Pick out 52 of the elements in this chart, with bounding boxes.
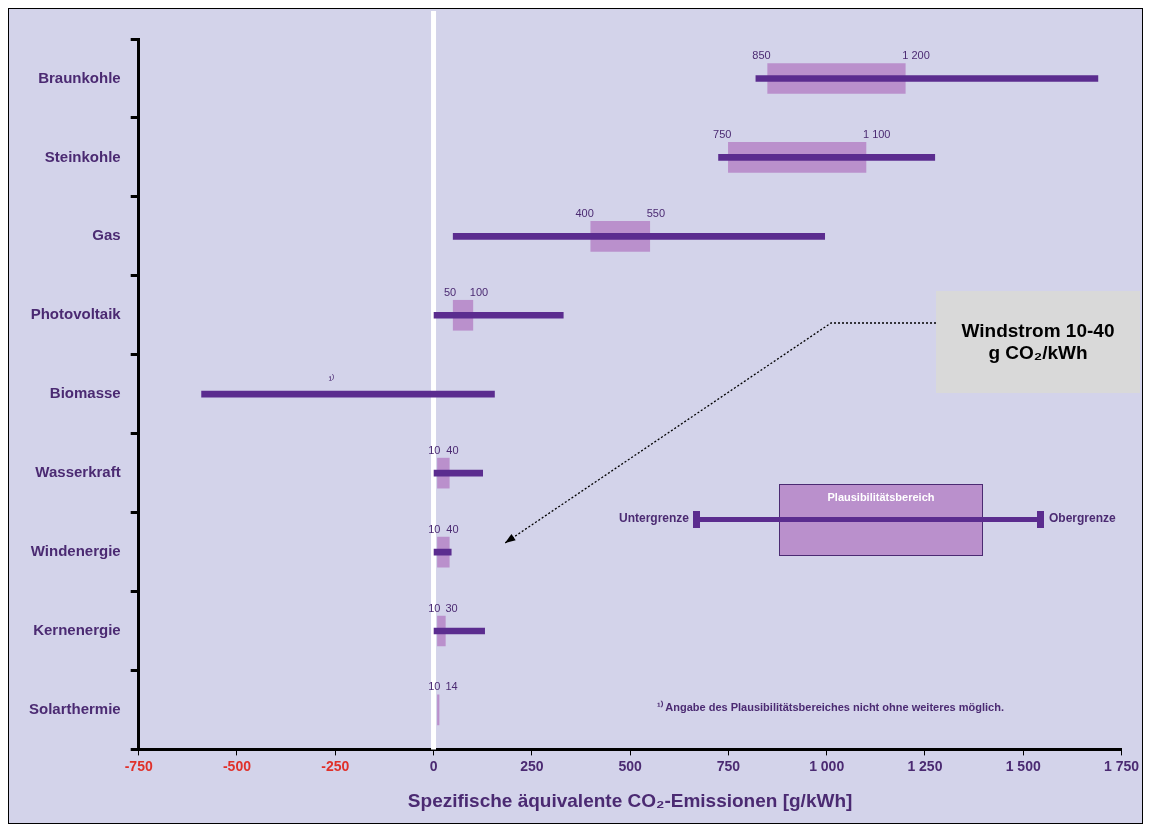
annotation: 30 [445,601,458,614]
x-tick-label: -750 [124,757,153,774]
annotation: 1 100 [862,127,891,140]
annotation: 50 [443,285,457,298]
annotation: 14 [445,680,458,693]
bar [718,154,936,161]
annotation: 750 [713,127,732,140]
annotation: 10 [428,601,441,614]
y-tick-label: Steinkohle [44,147,121,165]
range-legend-key: Untergrenze Plausibilitätsbereich Obergrenze [619,481,1139,561]
annotation: 850 [752,49,771,61]
x-tick-label: 0 [429,757,438,774]
x-tick-label: -500 [222,757,252,774]
x-tick-label: 750 [716,757,741,774]
annotation: 40 [446,522,459,535]
x-tick-label: 1 750 [1103,757,1140,774]
x-tick-label: 1 250 [907,757,943,774]
annotation: 10 [428,522,441,535]
annotation: Obergrenze [1049,511,1116,525]
annotation: ¹⁾ Angabe des Plausibilitätsbereiches nicht ohne weiteres möglich. [657,699,1004,714]
y-tick-label: Kernenergie [33,621,121,639]
bar [433,548,452,556]
x-tick-label: 1 500 [1005,757,1041,774]
x-tick-label: 1 000 [809,757,845,774]
annotation: 10 [428,443,441,456]
y-tick-label: Biomasse [49,384,121,402]
annotation: 550 [646,206,666,219]
annotation: Plausibilitätsbereich [826,491,936,503]
x-tick-label: 500 [618,757,642,774]
y-tick-label: Windenergie [30,542,121,560]
x-tick-label: 250 [520,757,544,774]
x-tick-label: -250 [321,757,350,774]
bar [452,233,826,240]
x-axis-title: Spezifische äquivalente CO₂-Emissionen [g/kWh] [407,789,853,811]
annotation: 400 [575,206,594,219]
note-box: Windstrom 10-40 g CO₂/kWh [936,291,1140,393]
y-tick-label: Gas [92,226,121,244]
y-tick-label: Solarthermie [29,700,121,718]
annotation: Untergrenze [619,511,690,525]
bar [433,311,564,319]
y-tick-label: Braunkohle [38,68,121,86]
bar [433,627,485,635]
annotation: 10 [428,680,441,693]
y-tick-label: Photovoltaik [30,305,122,323]
bar [433,469,483,477]
annotation: 40 [446,443,459,456]
y-tick-label: Wasserkraft [35,463,121,481]
annotation: 1 200 [902,49,930,61]
annotation: 100 [469,285,489,298]
bar [201,390,495,398]
bar [755,75,1099,82]
annotation: ¹⁾ [328,373,335,386]
